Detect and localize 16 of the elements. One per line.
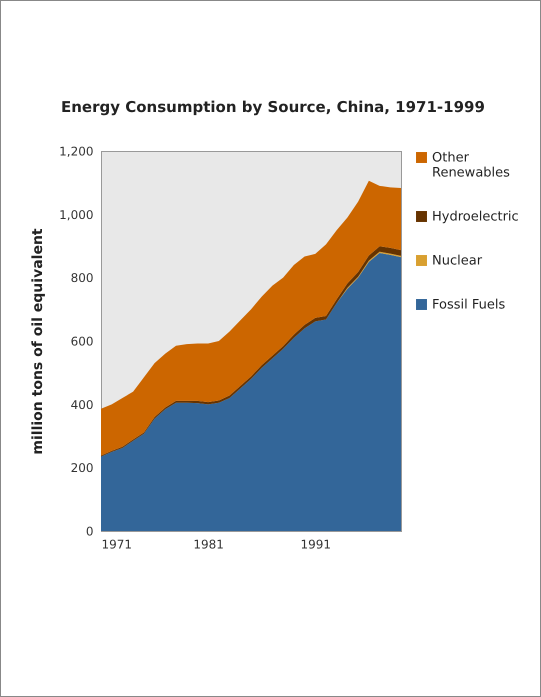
- x-tick-label: 1971: [102, 538, 132, 552]
- legend-label: Other Renewables: [432, 150, 510, 180]
- x-tick-label: 1991: [300, 538, 332, 552]
- y-tick-label: 600: [70, 334, 94, 348]
- y-axis-title: million tons of oil equivalent: [30, 228, 46, 455]
- y-tick-label: 800: [70, 271, 94, 286]
- y-tick-label: 200: [70, 461, 94, 476]
- chart-title: Energy Consumption by Source, China, 1971-1999: [61, 98, 485, 116]
- legend-label: Nuclear: [432, 254, 483, 268]
- y-tick-label: 0: [86, 524, 94, 538]
- x-tick-label: 1981: [193, 538, 224, 552]
- y-tick-label: 1,000: [59, 208, 94, 222]
- legend-label: Hydroelectric: [432, 210, 519, 224]
- y-tick-label: 400: [70, 398, 94, 412]
- y-tick-label: 1,200: [59, 144, 94, 158]
- legend-label: Fossil Fuels: [432, 298, 506, 312]
